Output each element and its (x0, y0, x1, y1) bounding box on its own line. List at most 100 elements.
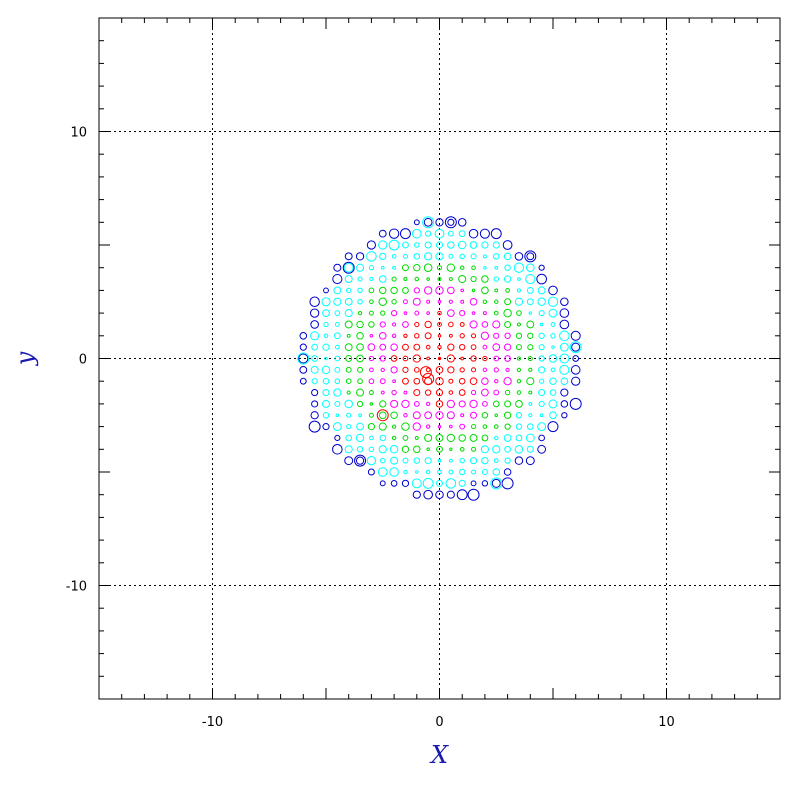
data-point (423, 489, 433, 500)
data-point (447, 366, 455, 374)
data-point (435, 218, 444, 227)
data-point (548, 399, 558, 409)
data-point (358, 413, 362, 418)
data-point (298, 353, 309, 364)
data-points (297, 216, 582, 501)
data-point (323, 321, 329, 328)
data-point (504, 320, 512, 328)
data-point (503, 308, 512, 318)
data-point (346, 424, 352, 430)
data-point (413, 445, 421, 454)
data-point (502, 240, 513, 250)
data-point (391, 276, 397, 282)
data-point-large (501, 477, 514, 490)
x-axis-label: X (429, 741, 449, 769)
data-point (401, 479, 410, 487)
plot-frame (98, 17, 781, 700)
data-point (390, 456, 399, 465)
data-point (378, 240, 388, 250)
data-point (559, 353, 570, 364)
data-point (378, 331, 387, 340)
data-point (516, 367, 522, 372)
data-point (379, 480, 386, 487)
data-point (345, 434, 353, 442)
data-point (515, 423, 523, 430)
data-point (459, 333, 465, 339)
data-point (401, 422, 410, 431)
data-point (343, 262, 354, 273)
data-point (425, 469, 431, 475)
data-point (390, 309, 398, 317)
data-point (493, 253, 500, 260)
data-point (369, 299, 374, 305)
data-point (401, 264, 409, 272)
data-point (481, 321, 489, 328)
data-point (447, 218, 455, 226)
data-point (332, 273, 343, 285)
data-point (548, 285, 558, 296)
data-point (538, 434, 545, 442)
data-point (368, 310, 374, 316)
data-point (481, 411, 489, 419)
data-point-large (342, 261, 355, 274)
data-point (437, 299, 442, 304)
data-point (344, 399, 353, 409)
data-point (369, 402, 374, 406)
data-point (515, 332, 523, 339)
data-point (549, 389, 557, 396)
data-point (413, 377, 421, 385)
data-point (447, 343, 455, 351)
data-point (459, 310, 466, 317)
data-point (469, 411, 478, 419)
data-point (366, 251, 377, 262)
data-point (437, 322, 442, 327)
data-point (504, 355, 511, 362)
data-point (470, 424, 477, 430)
data-point (379, 378, 386, 385)
data-point (436, 445, 443, 453)
data-point (469, 399, 478, 409)
data-point (457, 218, 467, 227)
data-point (469, 320, 478, 329)
data-point-large (490, 477, 503, 490)
data-point (380, 310, 386, 316)
data-point (423, 263, 433, 272)
y-tick-label: 10 (70, 126, 87, 141)
data-point (379, 343, 387, 351)
data-point (424, 252, 433, 261)
data-point (505, 288, 510, 293)
data-point (492, 343, 501, 351)
data-point (435, 252, 444, 261)
data-point (572, 355, 580, 362)
data-point (505, 367, 510, 372)
data-point (402, 343, 409, 351)
data-point (539, 413, 544, 418)
data-point (494, 288, 499, 293)
data-point (369, 276, 374, 282)
data-point (548, 354, 558, 363)
data-point (537, 297, 546, 306)
data-point (414, 276, 420, 282)
data-point (412, 422, 422, 431)
data-point (412, 297, 421, 306)
data-point (460, 413, 465, 418)
data-point (357, 310, 363, 316)
data-point (493, 310, 499, 316)
data-point (458, 400, 466, 408)
data-point (402, 435, 409, 441)
data-point (504, 332, 511, 339)
data-point-large (354, 454, 367, 467)
data-point (423, 217, 433, 227)
grid-lines (99, 18, 780, 699)
data-point (323, 333, 329, 339)
data-point (446, 433, 456, 443)
data-point (323, 287, 329, 294)
data-point (493, 389, 500, 396)
data-point (368, 390, 374, 396)
data-point (514, 456, 524, 465)
data-point (551, 345, 555, 349)
data-point (346, 333, 351, 338)
data-point (423, 286, 433, 295)
data-point (368, 412, 374, 418)
